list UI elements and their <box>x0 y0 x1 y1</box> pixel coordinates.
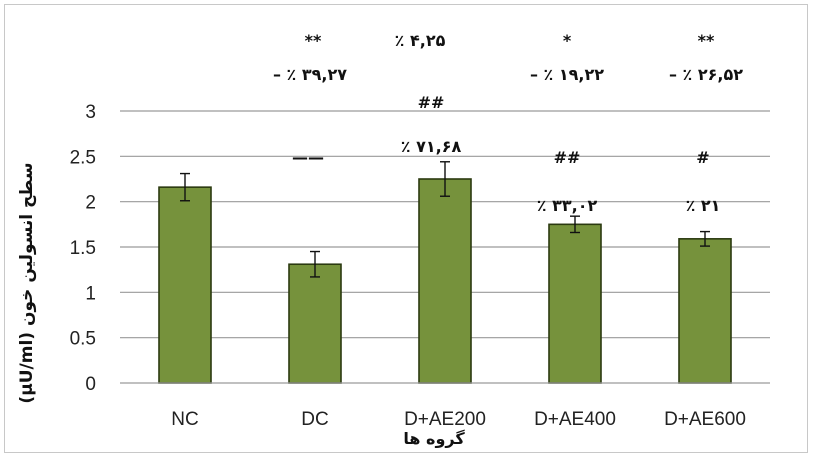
x-tick-label: D+AE600 <box>664 409 746 430</box>
x-tick-label: D+AE200 <box>404 409 486 430</box>
annotation-dc-sig: ** <box>305 31 322 50</box>
annotation-dc-change: – ٪ ۳۹,۲۷ <box>273 65 347 84</box>
annotation-ae600-change: – ٪ ۲۶,۵۲ <box>669 65 743 84</box>
x-tick-label: NC <box>171 409 198 430</box>
annotation-dc-marker: —— <box>292 148 324 167</box>
y-tick-label: 0 <box>85 374 96 395</box>
annotation-ae200-hash: ## <box>418 93 445 112</box>
x-tick-label: D+AE400 <box>534 409 616 430</box>
y-tick-label: 1 <box>85 283 96 304</box>
y-tick-label: 0.5 <box>70 329 96 350</box>
y-tick-label: 3 <box>85 102 96 123</box>
y-tick-label: 2 <box>85 193 96 214</box>
x-tick-labels: NC DC D+AE200 D+AE400 D+AE600 <box>171 409 746 430</box>
bar-d-ae600 <box>678 238 732 384</box>
bar-d-ae200 <box>418 178 472 384</box>
y-tick-label: 1.5 <box>70 238 96 259</box>
bar-d-ae400 <box>548 223 602 384</box>
annotation-ae400-sig: * <box>563 31 572 50</box>
bar-nc <box>158 186 212 384</box>
annotation-ae200-increase: ٪ ۷۱,۶۸ <box>401 137 462 156</box>
annotation-ae400-increase: ٪ ۳۳,۰۲ <box>537 196 598 215</box>
bars <box>158 178 732 384</box>
x-tick-label: DC <box>301 409 328 430</box>
bar-dc <box>288 263 342 384</box>
x-axis-title: گروه ها <box>403 429 465 448</box>
annotation-ae600-sig: ** <box>698 31 715 50</box>
y-axis-title: سطح انسولین خون (μU/ml) <box>17 162 37 403</box>
annotation-ae400-hash: ## <box>554 148 581 167</box>
annotation-ae600-hash: # <box>696 148 709 167</box>
annotation-ae400-change: – ٪ ۱۹,۲۲ <box>530 65 604 84</box>
chart-frame <box>4 4 808 453</box>
y-tick-labels: 0 0.5 1 1.5 2 2.5 3 <box>70 102 96 395</box>
annotation-ae200-pct: ٪ ۴,۲۵ <box>395 31 446 50</box>
y-tick-label: 2.5 <box>70 147 96 168</box>
annotation-ae600-increase: ٪ ۲۱ <box>686 196 721 215</box>
gridlines <box>120 110 770 339</box>
error-bars <box>180 161 710 278</box>
